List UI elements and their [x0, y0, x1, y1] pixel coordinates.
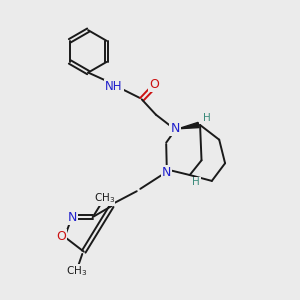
Text: CH$_3$: CH$_3$	[66, 264, 87, 278]
Text: CH$_3$: CH$_3$	[94, 192, 115, 206]
Text: H: H	[203, 113, 210, 124]
Polygon shape	[178, 122, 199, 129]
Text: H: H	[192, 177, 200, 188]
Text: N: N	[170, 122, 180, 135]
Text: N: N	[67, 211, 77, 224]
Text: NH: NH	[105, 80, 123, 93]
Text: O: O	[56, 230, 66, 243]
Text: O: O	[149, 78, 159, 91]
Text: N: N	[161, 166, 171, 178]
